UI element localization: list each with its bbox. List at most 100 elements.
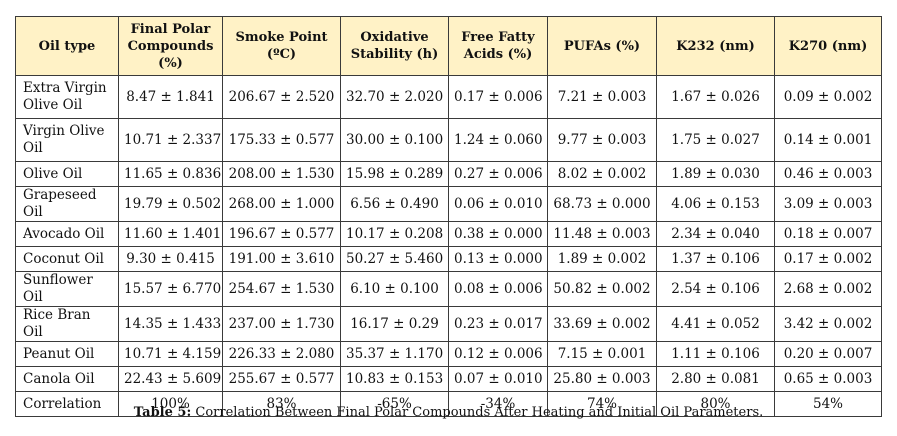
value-cell: 8.02 ± 0.002	[547, 161, 657, 187]
value-cell: 54%	[774, 391, 882, 417]
oil-type-cell: Sunflower Oil	[15, 271, 119, 307]
value-cell: 4.06 ± 0.153	[656, 186, 775, 222]
value-cell: 2.80 ± 0.081	[656, 366, 775, 392]
oil-type-cell: Correlation	[15, 391, 119, 417]
value-cell: 0.20 ± 0.007	[774, 341, 882, 367]
value-cell: 25.80 ± 0.003	[547, 366, 657, 392]
value-cell: 2.68 ± 0.002	[774, 271, 882, 307]
value-cell: 19.79 ± 0.502	[118, 186, 223, 222]
header-cell: PUFAs (%)	[547, 16, 657, 76]
value-cell: 175.33 ± 0.577	[222, 118, 341, 162]
value-cell: 11.60 ± 1.401	[118, 221, 223, 247]
value-cell: 0.38 ± 0.000	[448, 221, 548, 247]
value-cell: 9.30 ± 0.415	[118, 246, 223, 272]
value-cell: 206.67 ± 2.520	[222, 75, 341, 119]
table-row: Rice Bran Oil 14.35 ± 1.433 237.00 ± 1.730…	[15, 306, 882, 342]
value-cell: 0.08 ± 0.006	[448, 271, 548, 307]
value-cell: 11.48 ± 0.003	[547, 221, 657, 247]
value-cell: -65%	[340, 391, 449, 417]
value-cell: 1.11 ± 0.106	[656, 341, 775, 367]
value-cell: 10.83 ± 0.153	[340, 366, 449, 392]
value-cell: 7.15 ± 0.001	[547, 341, 657, 367]
value-cell: 50.27 ± 5.460	[340, 246, 449, 272]
oil-type-cell: Virgin Olive Oil	[15, 118, 119, 162]
header-cell: Final Polar Compounds (%)	[118, 16, 223, 76]
value-cell: 16.17 ± 0.29	[340, 306, 449, 342]
value-cell: 7.21 ± 0.003	[547, 75, 657, 119]
value-cell: 1.24 ± 0.060	[448, 118, 548, 162]
value-cell: 0.17 ± 0.002	[774, 246, 882, 272]
header-cell: Free Fatty Acids (%)	[448, 16, 548, 76]
value-cell: 2.34 ± 0.040	[656, 221, 775, 247]
oil-type-cell: Peanut Oil	[15, 341, 119, 367]
value-cell: 3.42 ± 0.002	[774, 306, 882, 342]
header-cell: K270 (nm)	[774, 16, 882, 76]
oil-type-cell: Coconut Oil	[15, 246, 119, 272]
oil-type-cell: Grapeseed Oil	[15, 186, 119, 222]
value-cell: 0.46 ± 0.003	[774, 161, 882, 187]
table-row: Sunflower Oil 15.57 ± 6.770 254.67 ± 1.530…	[15, 271, 882, 307]
table-row: Coconut Oil 9.30 ± 0.415 191.00 ± 3.610 50.…	[15, 246, 882, 272]
value-cell: 226.33 ± 2.080	[222, 341, 341, 367]
header-row: Oil type Final Polar Compounds (%) Smoke…	[15, 16, 882, 76]
value-cell: 1.67 ± 0.026	[656, 75, 775, 119]
table-row: Peanut Oil 10.71 ± 4.159 226.33 ± 2.080 35.…	[15, 341, 882, 367]
value-cell: 3.09 ± 0.003	[774, 186, 882, 222]
value-cell: 33.69 ± 0.002	[547, 306, 657, 342]
oil-type-cell: Avocado Oil	[15, 221, 119, 247]
value-cell: 0.06 ± 0.010	[448, 186, 548, 222]
value-cell: 208.00 ± 1.530	[222, 161, 341, 187]
oil-type-cell: Rice Bran Oil	[15, 306, 119, 342]
value-cell: 0.07 ± 0.010	[448, 366, 548, 392]
value-cell: 11.65 ± 0.836	[118, 161, 223, 187]
value-cell: 4.41 ± 0.052	[656, 306, 775, 342]
value-cell: 32.70 ± 2.020	[340, 75, 449, 119]
value-cell: 196.67 ± 0.577	[222, 221, 341, 247]
oil-type-cell: Olive Oil	[15, 161, 119, 187]
header-cell: Oil type	[15, 16, 119, 76]
header-cell: Smoke Point (ºC)	[222, 16, 341, 76]
header-cell: K232 (nm)	[656, 16, 775, 76]
value-cell: 80%	[656, 391, 775, 417]
value-cell: 15.57 ± 6.770	[118, 271, 223, 307]
value-cell: 0.09 ± 0.002	[774, 75, 882, 119]
value-cell: 1.89 ± 0.030	[656, 161, 775, 187]
value-cell: 35.37 ± 1.170	[340, 341, 449, 367]
oil-type-cell: Canola Oil	[15, 366, 119, 392]
value-cell: 1.75 ± 0.027	[656, 118, 775, 162]
value-cell: 0.27 ± 0.006	[448, 161, 548, 187]
value-cell: 0.18 ± 0.007	[774, 221, 882, 247]
value-cell: 10.71 ± 2.337	[118, 118, 223, 162]
table-body: Extra Virgin Olive Oil 8.47 ± 1.841 206.67…	[15, 75, 882, 417]
value-cell: 191.00 ± 3.610	[222, 246, 341, 272]
value-cell: 2.54 ± 0.106	[656, 271, 775, 307]
value-cell: 10.17 ± 0.208	[340, 221, 449, 247]
value-cell: 0.14 ± 0.001	[774, 118, 882, 162]
value-cell: 9.77 ± 0.003	[547, 118, 657, 162]
value-cell: 0.17 ± 0.006	[448, 75, 548, 119]
table-row: Avocado Oil 11.60 ± 1.401 196.67 ± 0.577 10…	[15, 221, 882, 247]
value-cell: 68.73 ± 0.000	[547, 186, 657, 222]
value-cell: 1.37 ± 0.106	[656, 246, 775, 272]
value-cell: 100%	[118, 391, 223, 417]
value-cell: 30.00 ± 0.100	[340, 118, 449, 162]
value-cell: 15.98 ± 0.289	[340, 161, 449, 187]
value-cell: 254.67 ± 1.530	[222, 271, 341, 307]
table-caption: Table 5: Correlation Between Final Polar…	[0, 405, 897, 420]
value-cell: 22.43 ± 5.609	[118, 366, 223, 392]
header-cell: Oxidative Stability (h)	[340, 16, 449, 76]
table-row: Virgin Olive Oil 10.71 ± 2.337 175.33 ± 0.…	[15, 118, 882, 162]
oil-parameters-table: Oil type Final Polar Compounds (%) Smoke…	[15, 16, 882, 417]
value-cell: 0.23 ± 0.017	[448, 306, 548, 342]
value-cell: 8.47 ± 1.841	[118, 75, 223, 119]
value-cell: 237.00 ± 1.730	[222, 306, 341, 342]
value-cell: 50.82 ± 0.002	[547, 271, 657, 307]
table-row: Olive Oil 11.65 ± 0.836 208.00 ± 1.530 15.9…	[15, 161, 882, 187]
table-row: Canola Oil 22.43 ± 5.609 255.67 ± 0.577 10.…	[15, 366, 882, 392]
caption-text: Correlation Between Final Polar Compound…	[191, 405, 764, 420]
value-cell: 255.67 ± 0.577	[222, 366, 341, 392]
correlation-row: Correlation 100% 83% -65% -34% 74% 80% 54%	[15, 391, 882, 417]
table-row: Extra Virgin Olive Oil 8.47 ± 1.841 206.67…	[15, 75, 882, 119]
value-cell: 14.35 ± 1.433	[118, 306, 223, 342]
table-row: Grapeseed Oil 19.79 ± 0.502 268.00 ± 1.000…	[15, 186, 882, 222]
